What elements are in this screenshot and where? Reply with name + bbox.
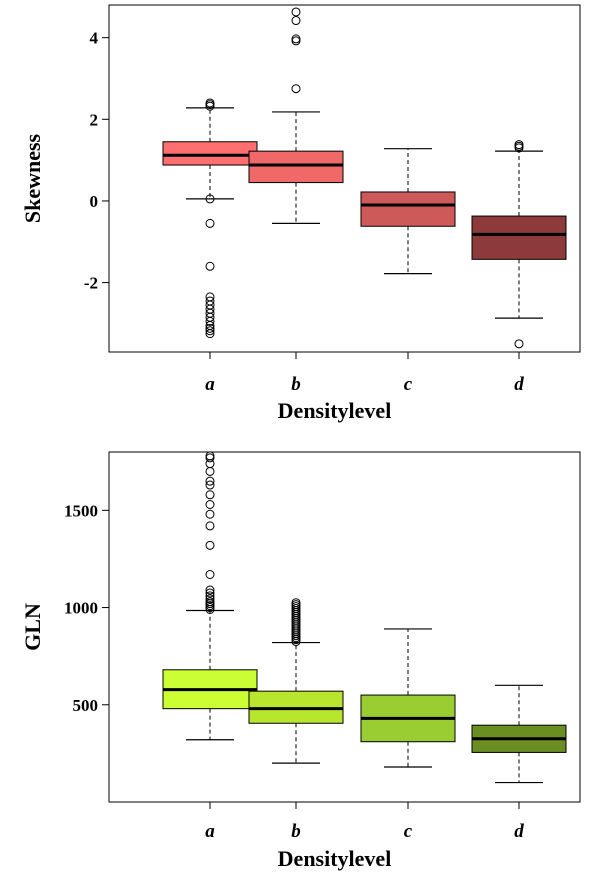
gln-outlier-point [205,480,215,490]
skewness-y-axis-title: Skewness [20,133,45,223]
skewness-category-label: a [205,374,215,395]
skewness-outlier-point [205,98,215,108]
skewness-box-d [471,140,567,349]
gln-y-tick-label: 1000 [64,599,98,618]
gln-outlier-point [205,521,215,531]
gln-outlier-point [205,588,215,598]
gln-outlier-point [205,490,215,500]
skewness-box-c [360,148,456,275]
skewness-category-label: d [514,374,524,395]
gln-outlier-point [205,466,215,476]
skewness-outlier-point [514,339,524,349]
gln-outlier-point [205,540,215,550]
skewness-outlier-point [205,218,215,228]
gln-box-d [471,684,567,784]
skewness-box-rect [471,215,567,260]
skewness-outlier-point [514,140,524,150]
gln-outlier-point [205,451,215,461]
skewness-x-axis-title: Densitylevel [278,398,392,423]
skewness-outlier-point [205,261,215,271]
skewness-outlier-point [205,326,215,336]
gln-box-b [248,598,344,764]
gln-y-tick-label: 500 [73,696,99,715]
skewness-outlier-point [291,16,301,26]
skewness-y-tick-label: 4 [90,29,99,48]
gln-outlier-point [205,476,215,486]
gln-y-axis-title: GLN [20,603,45,651]
skewness-outlier-point [291,34,301,44]
skewness-box-rect [248,150,344,184]
gln-box-a [162,451,258,741]
gln-panel: 500 1000 1500 a b c d Densitylevel GLN [20,451,581,871]
skewness-box-rect [162,141,258,166]
skewness-outlier-point [291,7,301,17]
skewness-box-a [162,98,258,339]
gln-outlier-point [291,598,301,608]
gln-outlier-point [205,597,215,607]
gln-outlier-point [205,591,215,601]
gln-box-c [360,628,456,768]
gln-outlier-point [205,594,215,604]
skewness-outlier-point [205,323,215,333]
skewness-outlier-point [205,329,215,339]
gln-outlier-point [205,500,215,509]
gln-x-axis-title: Densitylevel [278,846,392,871]
gln-category-label: a [205,821,215,842]
skewness-y-tick-label: -2 [84,274,98,293]
skewness-plot-frame [108,4,581,353]
gln-outlier-point [205,570,215,579]
gln-category-label: b [291,821,301,842]
skewness-outlier-point [205,316,215,326]
gln-category-label: d [514,821,524,842]
skewness-y-tick-label: 2 [90,110,99,129]
skewness-y-tick-label: 0 [90,192,99,211]
skewness-category-label: b [291,374,301,395]
gln-category-label: c [404,821,413,842]
skewness-category-label: c [404,374,413,395]
skewness-box-b [248,7,344,225]
skewness-outlier-point [291,36,301,46]
gln-outlier-point [205,585,215,595]
gln-outlier-point [205,453,215,463]
skewness-box-rect [360,191,456,227]
gln-plot-frame [108,451,581,803]
skewness-outlier-point [291,84,301,94]
gln-y-tick-label: 1500 [64,501,98,520]
gln-outlier-point [205,509,215,519]
skewness-outlier-point [205,194,215,204]
skewness-panel: -2 0 2 4 a b c d Densitylevel Skewness [20,4,581,423]
